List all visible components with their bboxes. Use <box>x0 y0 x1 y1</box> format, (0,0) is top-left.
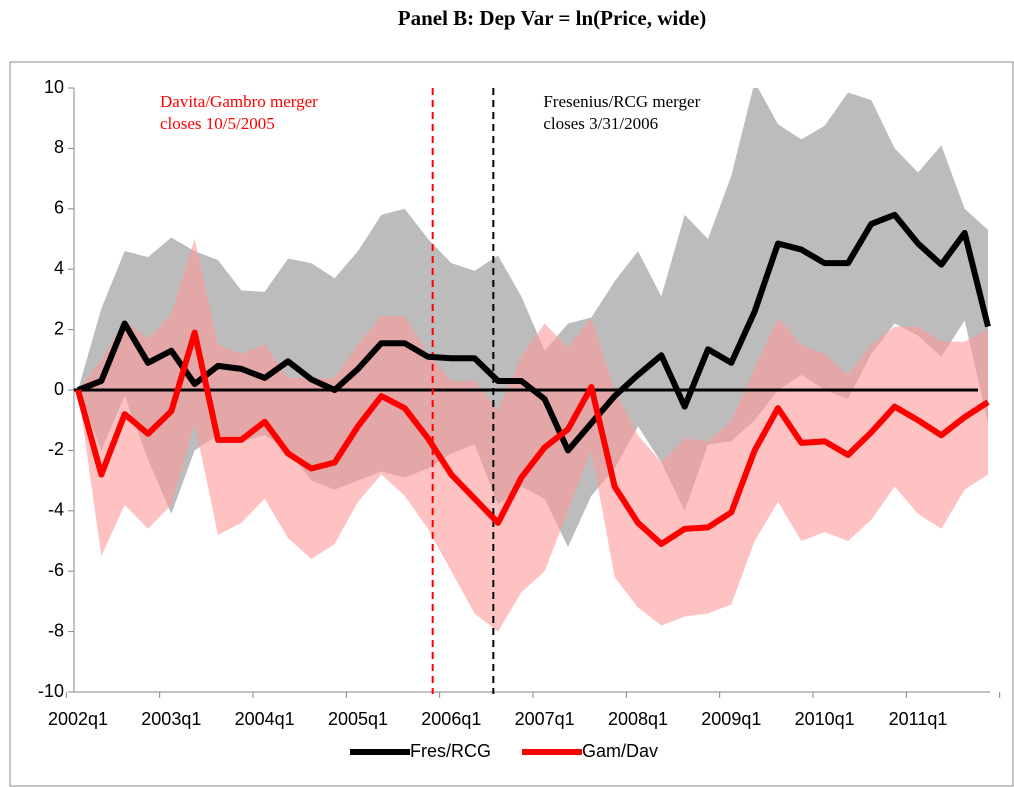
event-annotation: closes 3/31/2006 <box>543 114 658 133</box>
x-tick-label: 2011q1 <box>889 709 948 729</box>
event-annotation: closes 10/5/2005 <box>160 114 275 133</box>
x-tick-label: 2002q1 <box>48 709 108 729</box>
y-tick-label: -4 <box>48 500 64 520</box>
event-annotation: Fresenius/RCG merger <box>543 92 700 111</box>
y-tick-label: 2 <box>54 318 64 338</box>
legend-label: Gam/Dav <box>582 741 658 761</box>
legend-label: Fres/RCG <box>410 741 491 761</box>
chart-title: Panel B: Dep Var = ln(Price, wide) <box>398 6 706 30</box>
confidence-band <box>78 239 988 632</box>
series-line <box>76 211 991 454</box>
y-tick-label: -6 <box>48 560 64 580</box>
x-tick-label: 2004q1 <box>235 709 295 729</box>
y-tick-label: 4 <box>54 258 64 278</box>
x-tick-label: 2010q1 <box>795 709 855 729</box>
y-tick-label: 0 <box>54 379 64 399</box>
y-tick-label: 6 <box>54 198 64 218</box>
series-line <box>75 329 990 548</box>
x-tick-label: 2009q1 <box>701 709 761 729</box>
x-tick-label: 2003q1 <box>141 709 201 729</box>
y-tick-label: -8 <box>48 620 64 640</box>
chart-border <box>9 61 1014 787</box>
x-tick-label: 2006q1 <box>421 709 481 729</box>
y-tick-label: 8 <box>54 137 64 157</box>
bands <box>78 88 988 632</box>
x-tick-label: 2007q1 <box>515 709 575 729</box>
y-tick-label: 10 <box>44 77 64 97</box>
event-annotation: Davita/Gambro merger <box>160 92 318 111</box>
x-tick-label: 2008q1 <box>608 709 668 729</box>
y-tick-label: -10 <box>38 681 64 701</box>
y-tick-label: -2 <box>48 439 64 459</box>
x-tick-label: 2005q1 <box>328 709 388 729</box>
